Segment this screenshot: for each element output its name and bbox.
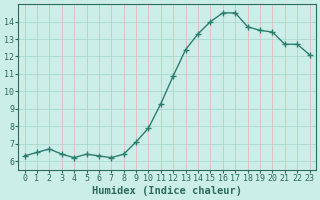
X-axis label: Humidex (Indice chaleur): Humidex (Indice chaleur) — [92, 186, 242, 196]
